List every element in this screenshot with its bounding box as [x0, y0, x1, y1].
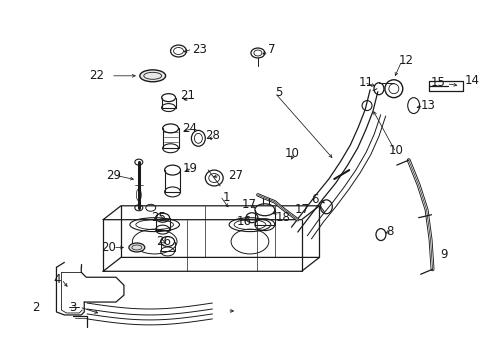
Text: 23: 23 [192, 42, 207, 55]
Text: 6: 6 [311, 193, 318, 206]
Text: 4: 4 [53, 273, 61, 286]
Text: 8: 8 [385, 225, 392, 238]
Text: 7: 7 [267, 42, 275, 55]
Text: 2: 2 [32, 301, 39, 314]
Text: 5: 5 [274, 86, 282, 99]
Text: 17: 17 [294, 203, 309, 216]
Ellipse shape [140, 70, 165, 82]
Text: 21: 21 [180, 89, 195, 102]
Text: 19: 19 [182, 162, 197, 175]
Text: 29: 29 [106, 168, 121, 181]
Text: 25: 25 [150, 211, 165, 224]
Text: 1: 1 [222, 192, 229, 204]
Text: 17: 17 [242, 198, 257, 211]
Ellipse shape [129, 243, 144, 252]
Text: 16: 16 [237, 215, 251, 228]
Text: 20: 20 [101, 241, 116, 254]
Text: 22: 22 [89, 69, 104, 82]
Text: 27: 27 [228, 168, 243, 181]
Text: 15: 15 [429, 76, 445, 89]
Text: 10: 10 [284, 147, 299, 160]
Text: 12: 12 [398, 54, 413, 67]
Text: 14: 14 [463, 74, 478, 87]
Text: 10: 10 [388, 144, 403, 157]
Text: 3: 3 [69, 301, 77, 314]
Text: 9: 9 [440, 248, 447, 261]
Text: 13: 13 [420, 99, 435, 112]
Text: 18: 18 [275, 211, 290, 224]
Text: 28: 28 [205, 129, 220, 142]
Text: 24: 24 [182, 122, 197, 135]
Text: 26: 26 [155, 235, 170, 248]
Text: 11: 11 [358, 76, 373, 89]
